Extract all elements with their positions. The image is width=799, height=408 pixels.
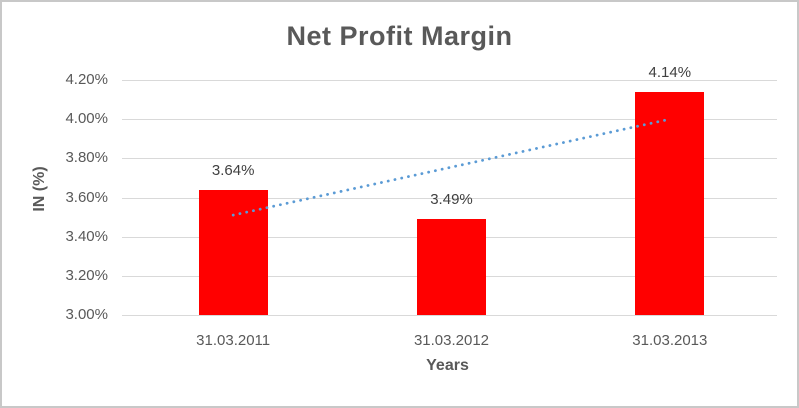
y-axis-tick-label: 3.40%: [65, 227, 108, 245]
x-axis-tick-label: 31.03.2013: [632, 332, 708, 349]
y-axis-tick-label: 3.60%: [65, 188, 108, 206]
y-axis-tick-label: 4.20%: [65, 71, 108, 88]
bar-data-label: 3.49%: [430, 191, 473, 209]
gridline: [122, 80, 777, 81]
y-axis-tick-label: 3.80%: [65, 149, 108, 167]
x-axis-title: Years: [426, 357, 469, 374]
y-axis-tick-label: 4.00%: [65, 110, 108, 128]
bar-data-label: 3.64%: [211, 161, 255, 179]
y-axis-tick-label: 3.00%: [65, 306, 108, 323]
y-axis-tick-label: 3.20%: [65, 266, 108, 284]
bar-data-label: 4.14%: [648, 63, 692, 81]
bar: [198, 189, 268, 315]
x-axis-tick-label: 31.03.2012: [413, 332, 490, 349]
gridline: [122, 315, 777, 316]
bar: [635, 91, 705, 315]
x-axis-tick-label: 31.03.2011: [196, 332, 271, 349]
chart-title: Net Profit Margin: [286, 21, 513, 51]
bar: [417, 219, 486, 315]
